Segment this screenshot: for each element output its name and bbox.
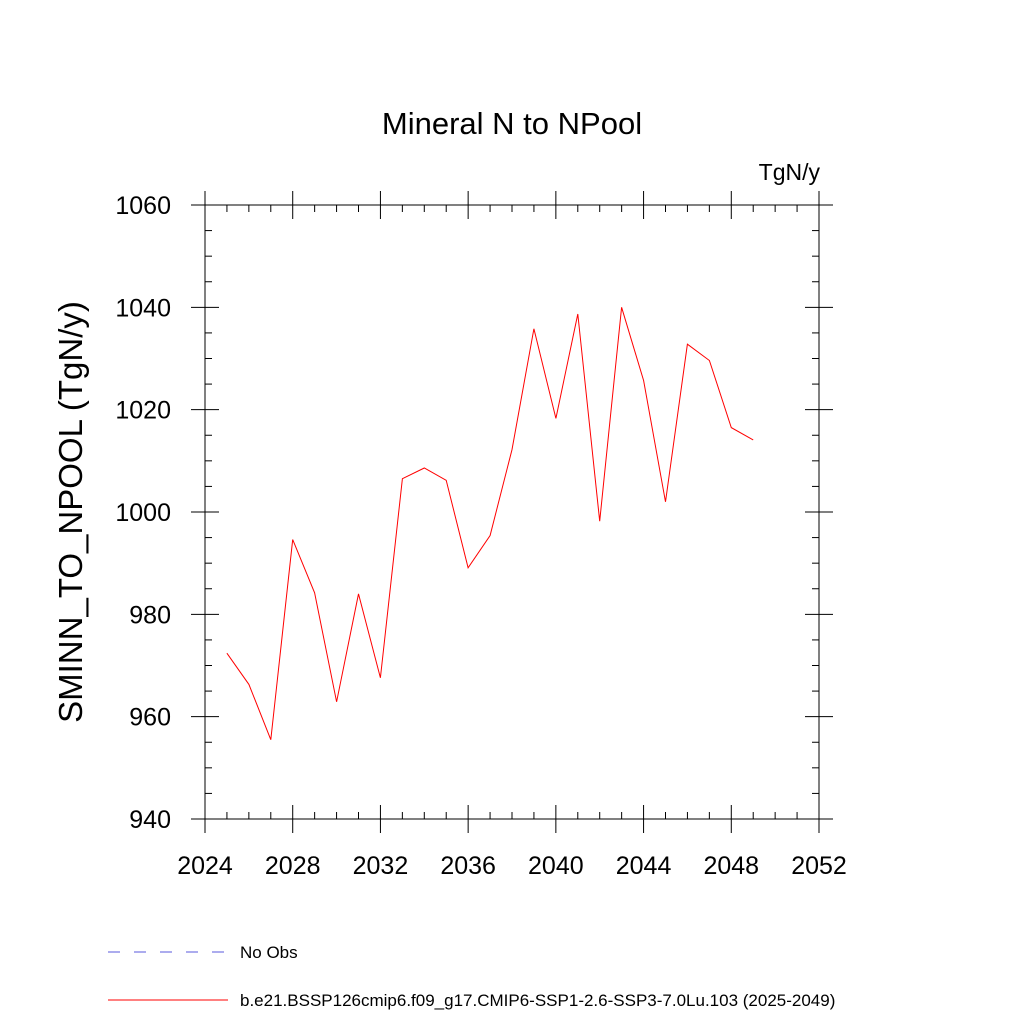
legend-label: b.e21.BSSP126cmip6.f09_g17.CMIP6-SSP1-2.… (240, 991, 835, 1010)
x-tick-label: 2024 (177, 852, 233, 880)
series-layer (226, 307, 754, 740)
x-tick-label: 2048 (703, 852, 759, 880)
x-tick-label: 2032 (353, 852, 409, 880)
y-axis-label: SMINN_TO_NPOOL (TgN/y) (52, 301, 89, 723)
axis-ticks (191, 191, 833, 833)
legend-label: No Obs (240, 943, 298, 962)
x-tick-label: 2040 (528, 852, 584, 880)
plot-frame (204, 204, 820, 820)
chart-title: Mineral N to NPool (382, 106, 642, 141)
x-tick-label: 2036 (440, 852, 496, 880)
units-label: TgN/y (759, 159, 821, 185)
legend: No Obs b.e21.BSSP126cmip6.f09_g17.CMIP6-S… (108, 943, 835, 1010)
x-tick-label: 2044 (616, 852, 672, 880)
y-tick-label: 940 (129, 806, 171, 834)
x-tick-label: 2028 (265, 852, 321, 880)
y-tick-label: 1020 (115, 397, 171, 425)
y-tick-label: 980 (129, 601, 171, 629)
y-tick-label: 960 (129, 704, 171, 732)
y-tick-label: 1000 (115, 499, 171, 527)
tick-labels: 2024 2028 2032 2036 2040 2044 2048 2052 940 960 98… (115, 192, 846, 880)
series-line (226, 307, 754, 740)
y-tick-label: 1040 (115, 294, 171, 322)
y-tick-label: 1060 (115, 192, 171, 220)
x-tick-label: 2052 (791, 852, 847, 880)
